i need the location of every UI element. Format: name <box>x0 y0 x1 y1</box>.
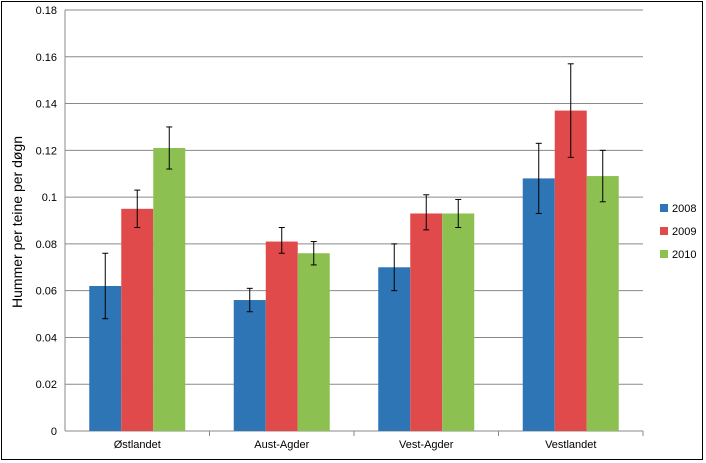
error-bars <box>102 63 606 320</box>
legend-label: 2009 <box>672 226 696 238</box>
bar-2009 <box>554 110 587 432</box>
x-tick-label: Vestlandet <box>545 439 596 451</box>
bar-2010 <box>442 213 475 431</box>
bar-2010 <box>586 176 619 431</box>
bar-2010 <box>153 147 186 431</box>
bar-2008 <box>233 300 266 431</box>
tick-labels: 0 0.02 0.04 0.06 0.08 0.1 0.12 0.14 0.16 0.18 Østl… <box>36 5 597 451</box>
bar-2009 <box>265 241 298 431</box>
bar-2008 <box>522 178 555 431</box>
legend: 2008 2009 2010 <box>660 203 696 261</box>
x-tick-label: Vest-Agder <box>399 439 454 451</box>
y-tick-label: 0.18 <box>36 5 57 17</box>
y-tick-label: 0.04 <box>36 332 57 344</box>
bar-2008 <box>378 267 411 431</box>
y-tick-label: 0.1 <box>42 192 57 204</box>
y-axis-label: Hummer per teine per døgn <box>9 136 25 308</box>
x-tick-label: Aust-Agder <box>254 439 309 451</box>
y-tick-label: 0.08 <box>36 239 57 251</box>
bar-2009 <box>121 208 154 431</box>
legend-swatch-2009 <box>660 227 668 235</box>
legend-label: 2008 <box>672 203 696 215</box>
y-tick-label: 0.02 <box>36 379 57 391</box>
bar-2009 <box>410 213 443 431</box>
y-tick-label: 0.16 <box>36 52 57 64</box>
y-tick-label: 0.14 <box>36 99 57 111</box>
y-tick-label: 0.12 <box>36 145 57 157</box>
bars <box>89 110 619 432</box>
x-tick-label: Østlandet <box>114 439 161 451</box>
legend-swatch-2010 <box>660 250 668 258</box>
y-tick-label: 0 <box>51 426 57 438</box>
legend-label: 2010 <box>672 249 696 261</box>
bar-2010 <box>297 253 330 431</box>
legend-swatch-2008 <box>660 204 668 212</box>
y-tick-label: 0.06 <box>36 286 57 298</box>
